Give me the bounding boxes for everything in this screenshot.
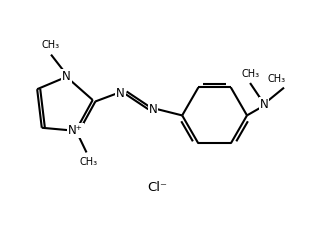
Text: CH₃: CH₃ [241, 69, 259, 79]
Text: N: N [116, 87, 125, 100]
Text: N: N [148, 103, 157, 116]
Text: CH₃: CH₃ [79, 157, 97, 167]
Text: CH₃: CH₃ [267, 74, 286, 84]
Text: Cl⁻: Cl⁻ [147, 182, 168, 194]
Text: N⁺: N⁺ [68, 124, 83, 137]
Text: CH₃: CH₃ [42, 40, 60, 50]
Text: N: N [260, 98, 268, 111]
Text: N: N [62, 70, 71, 83]
